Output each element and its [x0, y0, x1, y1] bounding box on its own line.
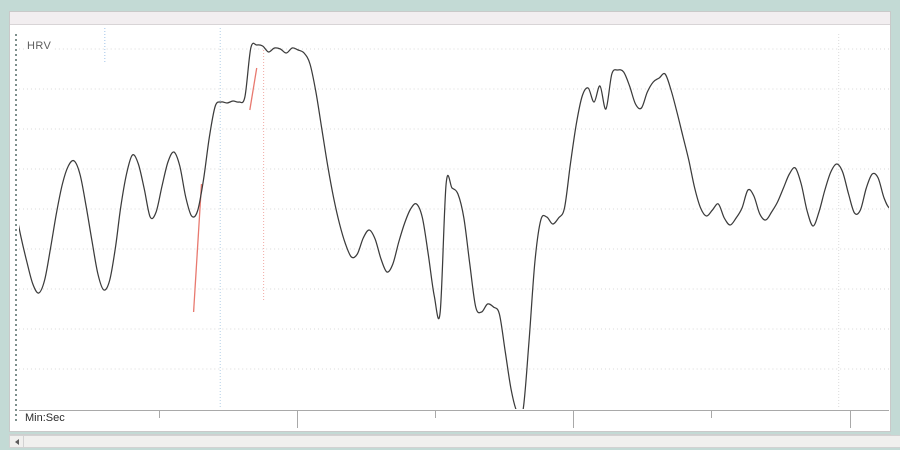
- time-tick-minor-1: [435, 411, 436, 418]
- time-tick-minor-0: [159, 411, 160, 418]
- panel-top-strip: [10, 12, 890, 25]
- artifact-segments-group: [192, 67, 258, 313]
- artifact-b: [249, 67, 258, 111]
- time-axis-label: Min:Sec: [25, 412, 65, 424]
- hrv-trace-line: [19, 42, 889, 409]
- chart-document-panel: HRV Min:Sec: [9, 11, 891, 432]
- time-tick-minor-2: [711, 411, 712, 418]
- time-axis-line: [19, 410, 889, 411]
- time-axis: Min:Sec: [19, 410, 889, 434]
- channel-label-hrv: HRV: [27, 40, 55, 52]
- hrv-waveform-svg: [19, 26, 889, 409]
- horizontal-scrollbar[interactable]: [9, 434, 900, 448]
- left-arrow-icon: [14, 438, 19, 445]
- scrollbar-thumb[interactable]: [9, 435, 900, 448]
- value-axis-dotted: [15, 34, 17, 424]
- cursor-lines-group: [104, 26, 840, 409]
- hrv-plot-area[interactable]: [19, 26, 889, 409]
- time-tick-major-1: [573, 411, 574, 428]
- gridlines-group: [19, 48, 889, 370]
- time-tick-major-0: [297, 411, 298, 428]
- time-tick-major-2: [850, 411, 851, 428]
- artifact-a: [192, 183, 203, 313]
- scrollbar-left-arrow-button[interactable]: [9, 435, 24, 448]
